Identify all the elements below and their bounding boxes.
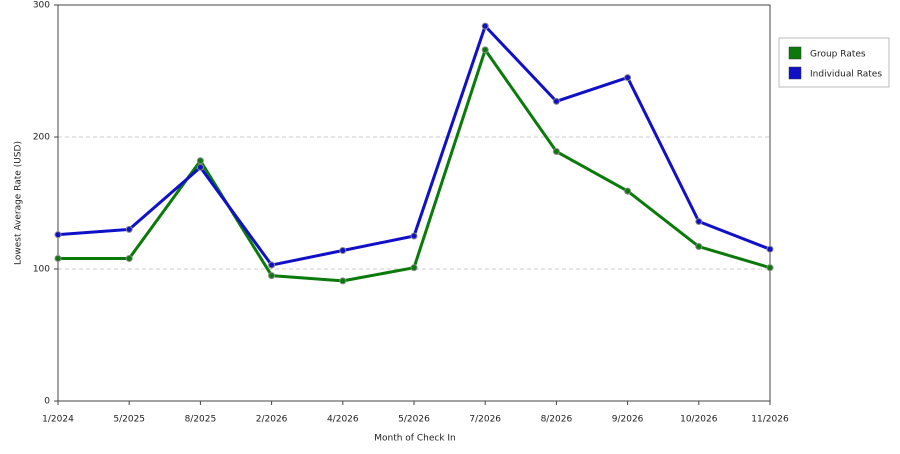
data-point [410,264,418,272]
data-point [339,277,347,285]
data-point [268,272,276,280]
data-point [196,163,204,171]
legend-swatch [788,66,802,80]
x-tick-label: 5/2026 [398,415,430,425]
data-point [766,245,774,253]
data-point [125,225,133,233]
legend-label: Group Rates [810,50,866,60]
series-line [57,24,771,267]
data-point [624,187,632,195]
y-axis-label: Lowest Average Rate (USD) [14,141,24,265]
data-point [125,254,133,262]
data-point [339,247,347,255]
data-point [481,22,489,30]
data-point [54,254,62,262]
legend-swatch [788,46,802,60]
data-point [552,148,560,156]
data-point [695,243,703,251]
y-tick-label: 0 [44,397,50,407]
x-tick-label: 7/2026 [469,415,501,425]
y-tick-label: 100 [33,265,50,275]
x-tick-label: 10/2026 [680,415,718,425]
x-tick-label: 9/2026 [612,415,644,425]
data-point [766,264,774,272]
data-point [196,157,204,165]
legend-box [778,37,890,88]
y-tick-label: 300 [33,1,50,11]
x-tick-label: 2/2026 [256,415,288,425]
x-tick-label: 11/2026 [751,415,789,425]
data-point [552,97,560,105]
data-point [695,217,703,225]
data-point [481,46,489,54]
x-tick-label: 4/2026 [327,415,359,425]
x-tick-label: 8/2025 [185,415,217,425]
x-axis-label: Month of Check In [374,434,456,444]
x-tick-label: 5/2025 [113,415,145,425]
data-point [54,231,62,239]
series-line [58,48,771,283]
plot-frame [57,4,771,402]
data-point [268,261,276,269]
data-point [410,232,418,240]
x-tick-label: 8/2026 [541,415,573,425]
x-tick-label: 1/2024 [42,415,74,425]
data-point [624,74,632,82]
legend-label: Individual Rates [810,70,882,80]
y-tick-label: 200 [33,133,50,143]
